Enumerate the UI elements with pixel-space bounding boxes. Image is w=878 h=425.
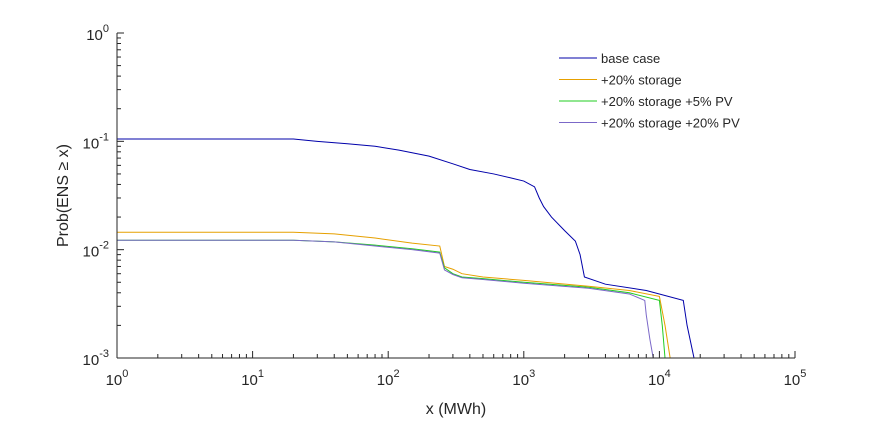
x-tick-label: 102 [377, 368, 400, 389]
y-tick-label: 10-3 [83, 348, 109, 369]
series-layer [117, 138, 695, 359]
y-tick-label: 10-1 [83, 131, 109, 152]
axes-layer [116, 33, 795, 359]
legend-label-2: +20% storage [601, 73, 682, 88]
x-axis-label: x (MWh) [426, 401, 486, 418]
series-line-4 [117, 239, 654, 359]
x-tick-label: 100 [106, 368, 129, 389]
series-line-2 [117, 231, 671, 359]
x-tick-label: 104 [648, 368, 671, 389]
y-tick-label: 100 [86, 23, 109, 44]
series-line-1 [117, 138, 695, 359]
legend-label-3: +20% storage +5% PV [601, 94, 733, 109]
y-tick-label: 10-2 [83, 240, 109, 261]
legend-label-4: +20% storage +20% PV [601, 116, 740, 131]
ticks-layer: 100 101 102 103 104 105 100 10-1 10-2 10-3 [83, 23, 807, 389]
x-tick-label: 105 [784, 368, 807, 389]
legend: base case +20% storage +20% storage +5% PV… [559, 51, 740, 131]
y-axis-label: Prob(ENS ≥ x) [55, 144, 72, 247]
legend-label-1: base case [601, 51, 660, 66]
plot-area [117, 33, 795, 358]
x-tick-label: 101 [241, 368, 264, 389]
x-tick-label: 103 [512, 368, 535, 389]
